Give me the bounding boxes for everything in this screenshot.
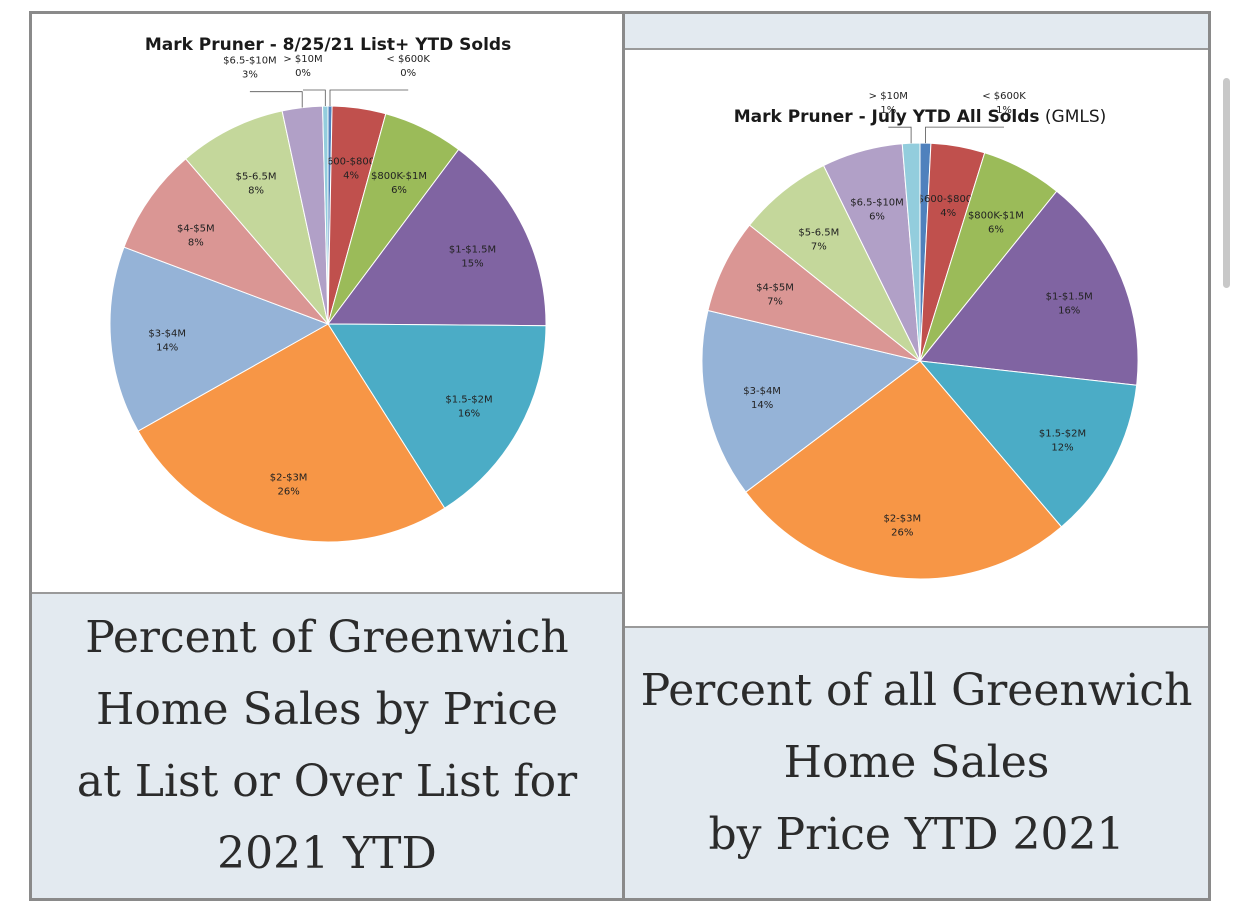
chart-title-suffix: (GMLS) [1040, 107, 1107, 127]
slice-category: < $600K [982, 91, 1026, 102]
pie-slice-3-4m [109, 246, 330, 432]
leader-line-600k [329, 89, 409, 106]
slice-label-800k-1m: $800K-$1M 6% [371, 171, 427, 196]
slice-percent: 1% [880, 105, 896, 116]
slice-label-600k: < $600K 1% [982, 91, 1026, 116]
slice-percent: 6% [391, 185, 407, 196]
pie-slice-1-5-2m [327, 323, 547, 509]
slice-category: < $600K [386, 54, 430, 65]
slice-label-1-1-5m: $1-$1.5M 15% [449, 244, 496, 269]
slice-label-4-5m: $4-$5M 8% [177, 224, 215, 249]
slice-label-10m: > $10M 0% [283, 54, 322, 79]
slice-percent: 0% [400, 68, 416, 79]
slice-category: > $10M [869, 91, 908, 102]
slice-percent: 1% [996, 105, 1012, 116]
slice-category: $6.5-$10M [223, 56, 277, 67]
scrollbar[interactable] [1223, 78, 1230, 288]
pie-slice-10m [322, 105, 329, 325]
slice-category: $1.5-$2M [445, 394, 492, 405]
slice-label-6-5-10m: $6.5-$10M 3% [223, 56, 277, 81]
slice-category: $3-$4M [743, 386, 781, 397]
slice-label-2-3m: $2-$3M 26% [270, 472, 308, 497]
slice-percent: 26% [891, 527, 913, 538]
slice-percent: 7% [767, 296, 783, 307]
slice-percent: 0% [295, 68, 311, 79]
left-caption-cell: Percent of Greenwich Home Sales by Price… [32, 592, 622, 898]
slice-label-6-5-10m: $6.5-$10M 6% [850, 198, 904, 223]
pie-slice-2-3m [137, 323, 446, 543]
pie-slice-2-3m [745, 360, 1063, 580]
pie-chart-all-solds: Mark Pruner - July YTD All Solds (GMLS)<… [701, 91, 1139, 580]
slice-label-1-5-2m: $1.5-$2M 16% [445, 394, 492, 419]
slice-percent: 3% [242, 70, 258, 81]
slice-percent: 14% [156, 342, 178, 353]
slice-percent: 15% [461, 258, 483, 269]
chart-title-text: Mark Pruner - 8/25/21 List+ YTD Solds [145, 35, 511, 55]
slice-label-2-3m: $2-$3M 26% [883, 513, 921, 538]
slice-percent: 4% [343, 170, 359, 181]
leader-line-10m [888, 126, 912, 144]
slice-category: $5-6.5M [236, 172, 277, 183]
slice-label-800k-1m: $800K-$1M 6% [968, 211, 1024, 236]
slice-percent: 16% [458, 408, 480, 419]
pie-slice-4-5m [123, 158, 329, 325]
slice-percent: 26% [277, 486, 299, 497]
slice-category: $800K-$1M [371, 171, 427, 182]
pie-chart-list-plus-solds: Mark Pruner - 8/25/21 List+ YTD Solds< $… [109, 35, 547, 543]
slice-percent: 14% [751, 400, 773, 411]
slice-category: $600-$800K [321, 156, 383, 167]
right-caption-cell: Percent of all Greenwich Home Sales by P… [625, 626, 1208, 898]
slice-percent: 8% [188, 238, 204, 249]
right-column: Mark Pruner - July YTD All Solds (GMLS) <… [622, 14, 1208, 898]
comparison-table: Mark Pruner - 8/25/21 List+ YTD Solds < $… [29, 11, 1211, 901]
slice-percent: 6% [988, 225, 1004, 236]
slice-label-5-6-5m: $5-6.5M 8% [236, 172, 277, 197]
slice-category: $5-6.5M [798, 227, 839, 238]
slice-percent: 6% [869, 212, 885, 223]
slice-percent: 16% [1058, 306, 1080, 317]
slice-label-3-4m: $3-$4M 14% [743, 386, 781, 411]
chart-title: Mark Pruner - July YTD All Solds (GMLS) [734, 107, 1107, 127]
slice-label-5-6-5m: $5-6.5M 7% [798, 227, 839, 252]
left-caption: Percent of Greenwich Home Sales by Price… [76, 612, 578, 879]
slice-label-4-5m: $4-$5M 7% [756, 282, 794, 307]
slice-category: $600-$800K [918, 194, 980, 205]
pie-slice-1-5-2m [918, 360, 1138, 528]
slice-category: $1-$1.5M [449, 244, 496, 255]
slice-percent: 4% [940, 208, 956, 219]
slice-label-600k: < $600K 0% [386, 54, 430, 79]
slice-percent: 8% [248, 186, 264, 197]
slice-category: $6.5-$10M [850, 198, 904, 209]
pie-slice-3-4m [701, 309, 922, 493]
leader-line-10m [303, 89, 326, 106]
slice-label-600-800k: $600-$800K 4% [918, 194, 980, 219]
chart-title-text: Mark Pruner - July YTD All Solds [734, 107, 1040, 127]
slice-category: $2-$3M [270, 472, 308, 483]
slice-category: $4-$5M [756, 282, 794, 293]
slice-category: $2-$3M [883, 513, 921, 524]
leader-line-6-5-10m [249, 91, 303, 108]
slice-category: $3-$4M [148, 328, 186, 339]
pie-slice-1-1-5m [327, 148, 547, 327]
slice-category: $1-$1.5M [1046, 292, 1093, 303]
slice-category: $1.5-$2M [1039, 429, 1086, 440]
slice-category: $800K-$1M [968, 211, 1024, 222]
slice-label-1-5-2m: $1.5-$2M 12% [1039, 429, 1086, 454]
empty-header-cell [625, 14, 1208, 50]
slice-percent: 12% [1051, 443, 1073, 454]
pie-slice-5-6-5m [184, 110, 329, 325]
slice-percent: 7% [811, 241, 827, 252]
slice-label-3-4m: $3-$4M 14% [148, 328, 186, 353]
slice-label-1-1-5m: $1-$1.5M 16% [1046, 292, 1093, 317]
right-caption: Percent of all Greenwich Home Sales by P… [640, 665, 1193, 860]
slice-label-10m: > $10M 1% [869, 91, 908, 116]
left-column: Mark Pruner - 8/25/21 List+ YTD Solds < $… [32, 14, 622, 898]
pie-slice-1-1-5m [919, 190, 1139, 386]
slice-category: > $10M [283, 54, 322, 65]
leader-line-600k [925, 126, 1004, 144]
chart-title: Mark Pruner - 8/25/21 List+ YTD Solds [145, 35, 511, 55]
slice-label-600-800k: $600-$800K 4% [321, 156, 383, 181]
slice-category: $4-$5M [177, 224, 215, 235]
